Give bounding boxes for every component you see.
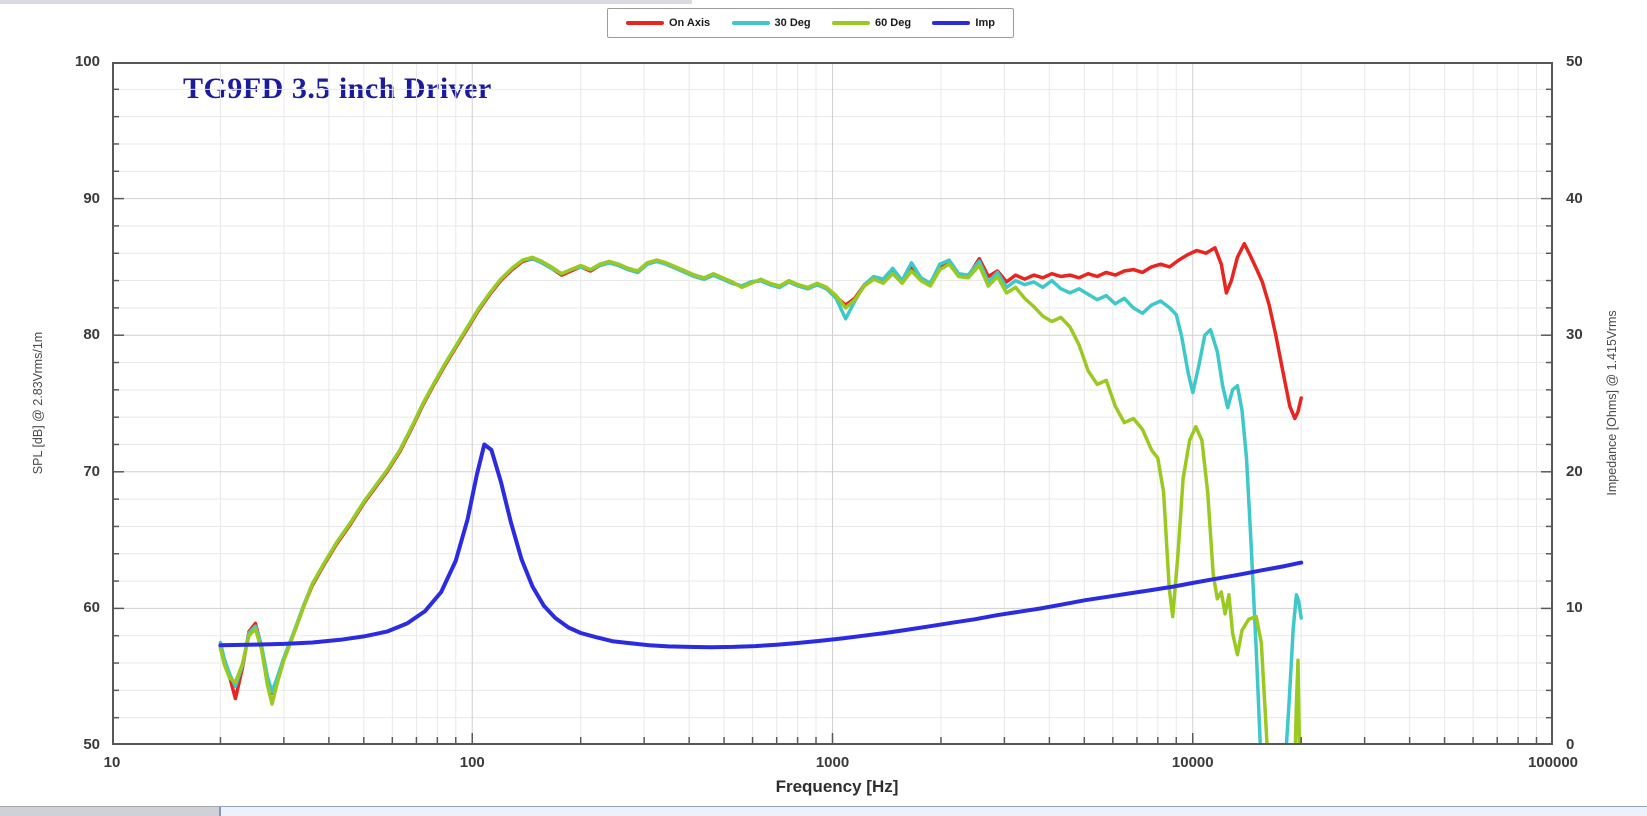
legend-label: 60 Deg — [874, 17, 912, 29]
60-deg-line-swatch — [831, 21, 870, 25]
y-right-tick-30: 30 — [1566, 326, 1583, 344]
curve-60-deg — [218, 255, 1302, 745]
axis-ticks — [114, 88, 1551, 743]
y-axis-title-spl: SPL [dB] @ 2.83Vrms/1m — [31, 331, 45, 475]
legend-item-imp: Imp — [932, 17, 995, 29]
window-top-edge — [0, 0, 692, 4]
y-left-tick-60: 60 — [83, 599, 100, 617]
x-tick-10: 10 — [103, 754, 121, 771]
y-left-tick-70: 70 — [83, 462, 100, 480]
y-right-tick-0: 0 — [1566, 736, 1575, 753]
y-right-tick-10: 10 — [1566, 599, 1583, 617]
curve-imp — [218, 442, 1304, 650]
curve-30-deg — [218, 256, 1303, 745]
x-axis-title: Frequency [Hz] — [775, 777, 899, 796]
x-tick-100: 100 — [459, 754, 485, 771]
grid-major — [112, 62, 1553, 745]
legend-item-60-deg: 60 Deg — [831, 17, 912, 29]
legend-label: On Axis — [669, 17, 711, 29]
window-bottom-edge-left — [0, 806, 219, 816]
30-deg-line-swatch — [731, 21, 770, 25]
y-left-tick-50: 50 — [83, 736, 100, 753]
window-bottom-edge-right — [219, 806, 1647, 816]
y-left-tick-80: 80 — [83, 326, 100, 344]
imp-line-swatch — [932, 21, 971, 25]
x-tick-1000: 1000 — [815, 754, 850, 771]
legend-label: 30 Deg — [774, 17, 811, 29]
y-right-tick-40: 40 — [1566, 189, 1583, 207]
chart-legend: On Axis 30 Deg 60 Deg Imp — [607, 8, 1014, 38]
x-tick-10000: 10000 — [1171, 754, 1214, 771]
y-right-tick-20: 20 — [1566, 462, 1583, 480]
y-left-tick-90: 90 — [83, 189, 100, 207]
y-axis-title-impedance: Impedance [Ohms] @ 1.415Vrms — [1605, 310, 1619, 496]
plot-area — [112, 62, 1553, 745]
x-tick-100000: 100000 — [1527, 754, 1579, 771]
plot-border — [112, 62, 1553, 745]
legend-item-on-axis: On Axis — [626, 17, 710, 29]
on-axis-line-swatch — [626, 21, 664, 25]
y-left-tick-100: 100 — [74, 53, 100, 70]
legend-label: Imp — [975, 17, 995, 29]
legend-item-30-deg: 30 Deg — [731, 17, 811, 29]
chart-title: TG9FD 3.5 inch Driver — [183, 72, 492, 105]
y-right-tick-50: 50 — [1566, 53, 1583, 70]
